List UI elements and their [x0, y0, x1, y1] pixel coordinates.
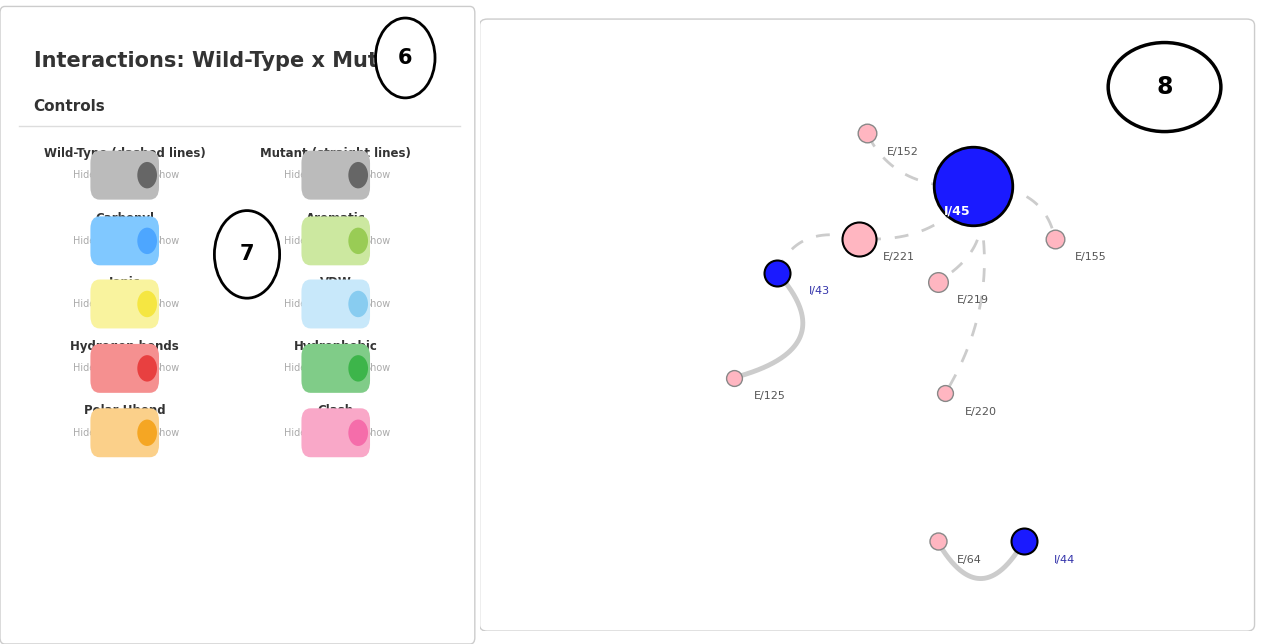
- Text: Hide: Hide: [73, 428, 95, 438]
- Circle shape: [215, 211, 280, 298]
- Point: [935, 388, 955, 398]
- Circle shape: [137, 290, 157, 317]
- Text: E/220: E/220: [964, 406, 996, 417]
- Circle shape: [348, 227, 368, 254]
- FancyBboxPatch shape: [302, 216, 370, 265]
- Text: Carbonyl: Carbonyl: [95, 213, 155, 225]
- Text: Hide: Hide: [284, 363, 306, 374]
- Text: E/152: E/152: [886, 147, 918, 157]
- Point: [724, 372, 744, 383]
- Circle shape: [348, 290, 368, 317]
- Text: Hide: Hide: [284, 236, 306, 246]
- FancyBboxPatch shape: [480, 19, 1255, 631]
- Text: I/43: I/43: [808, 286, 830, 296]
- Text: Hide: Hide: [73, 236, 95, 246]
- Point: [1045, 233, 1065, 243]
- FancyBboxPatch shape: [0, 6, 475, 644]
- Text: Show: Show: [153, 363, 180, 374]
- Circle shape: [348, 419, 368, 446]
- Point: [963, 181, 984, 191]
- FancyBboxPatch shape: [91, 408, 159, 457]
- FancyBboxPatch shape: [91, 216, 159, 265]
- Circle shape: [137, 355, 157, 382]
- FancyBboxPatch shape: [91, 279, 159, 328]
- Text: E/125: E/125: [753, 391, 785, 401]
- Text: Show: Show: [365, 363, 391, 374]
- Text: Show: Show: [365, 170, 391, 180]
- Circle shape: [1108, 43, 1221, 131]
- Text: Aromatic: Aromatic: [306, 213, 366, 225]
- Point: [927, 277, 948, 287]
- Text: I/44: I/44: [1054, 555, 1074, 565]
- Text: Hide: Hide: [284, 170, 306, 180]
- Text: Controls: Controls: [33, 99, 105, 114]
- FancyBboxPatch shape: [91, 344, 159, 393]
- Circle shape: [137, 162, 157, 189]
- Text: E/221: E/221: [883, 252, 914, 262]
- Text: Show: Show: [365, 299, 391, 309]
- Text: Hide: Hide: [73, 363, 95, 374]
- Text: Show: Show: [153, 170, 180, 180]
- FancyBboxPatch shape: [302, 279, 370, 328]
- FancyBboxPatch shape: [302, 344, 370, 393]
- Point: [767, 267, 788, 278]
- Text: 8: 8: [1156, 75, 1173, 99]
- Text: Hide: Hide: [284, 428, 306, 438]
- Text: Show: Show: [153, 236, 180, 246]
- Text: Hide: Hide: [73, 170, 95, 180]
- Text: Ionic: Ionic: [109, 276, 141, 289]
- Circle shape: [137, 419, 157, 446]
- Text: Wild-Type (dashed lines): Wild-Type (dashed lines): [43, 147, 206, 160]
- Circle shape: [376, 18, 435, 98]
- Point: [857, 128, 877, 138]
- Text: Hide: Hide: [73, 299, 95, 309]
- Circle shape: [137, 227, 157, 254]
- Text: Hide: Hide: [284, 299, 306, 309]
- Text: Show: Show: [153, 299, 180, 309]
- Point: [927, 536, 948, 547]
- Text: 6: 6: [398, 48, 413, 68]
- Text: Show: Show: [153, 428, 180, 438]
- Text: Polar Hbond: Polar Hbond: [84, 404, 165, 417]
- Text: Hydrophobic: Hydrophobic: [294, 340, 377, 353]
- Text: Hydrogen bonds: Hydrogen bonds: [70, 340, 179, 353]
- Text: E/155: E/155: [1074, 252, 1106, 262]
- Text: E/219: E/219: [957, 296, 989, 305]
- Point: [849, 233, 870, 243]
- Text: E/64: E/64: [957, 555, 982, 565]
- FancyBboxPatch shape: [302, 408, 370, 457]
- FancyBboxPatch shape: [302, 151, 370, 200]
- Text: Show: Show: [365, 236, 391, 246]
- Text: Interactions: Wild-Type x Mutant: Interactions: Wild-Type x Mutant: [33, 51, 417, 71]
- Point: [1013, 536, 1033, 547]
- Text: Clash: Clash: [317, 404, 354, 417]
- Text: Show: Show: [365, 428, 391, 438]
- Text: Mutant (straight lines): Mutant (straight lines): [261, 147, 411, 160]
- Circle shape: [348, 355, 368, 382]
- Text: 7: 7: [239, 244, 255, 265]
- Circle shape: [348, 162, 368, 189]
- Text: I/45: I/45: [944, 204, 971, 217]
- FancyBboxPatch shape: [91, 151, 159, 200]
- Text: VDW: VDW: [320, 276, 352, 289]
